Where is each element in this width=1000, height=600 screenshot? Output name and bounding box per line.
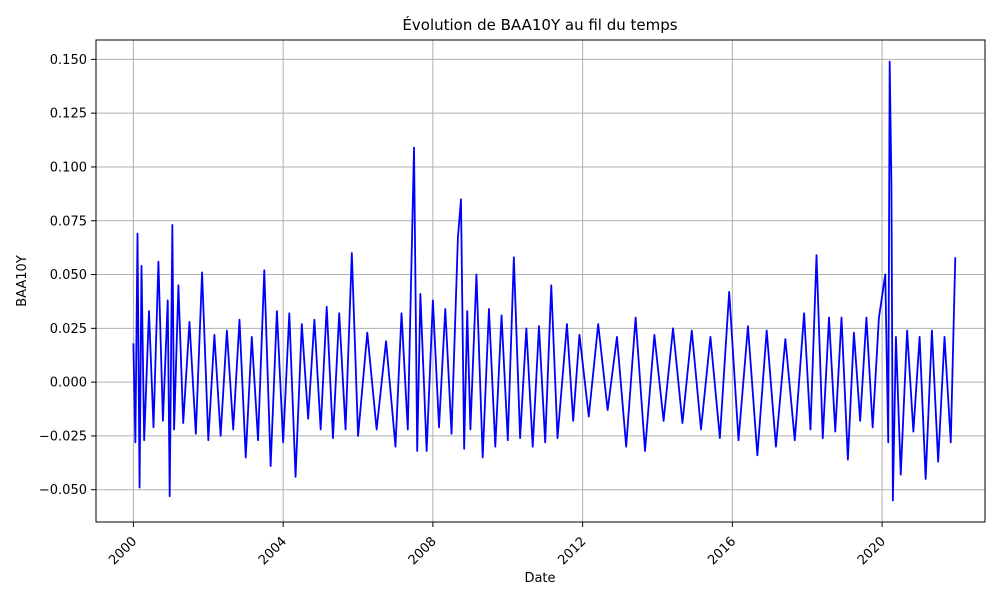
y-tick-label: 0.000 <box>50 376 87 391</box>
grid <box>96 40 985 522</box>
y-tick-label: 0.150 <box>50 53 87 68</box>
plot-frame <box>95 39 986 523</box>
y-tick-label: 0.025 <box>50 322 87 337</box>
y-tick-label: 0.125 <box>50 107 87 122</box>
y-tick-label: 0.075 <box>50 214 87 229</box>
y-tick-label: 0.100 <box>50 160 87 175</box>
series-group <box>132 60 957 502</box>
chart-title: Évolution de BAA10Y au fil du temps <box>402 15 677 34</box>
x-axis-label: Date <box>524 571 555 586</box>
y-tick-label: 0.050 <box>50 268 87 283</box>
y-axis: −0.050 −0.025 0.000 0.025 0.050 0.075 0.100 0.1… <box>39 53 96 498</box>
y-tick-label: −0.025 <box>39 429 87 444</box>
y-axis-label: BAA10Y <box>15 255 30 307</box>
y-tick-label: −0.050 <box>39 483 87 498</box>
series-line <box>132 60 957 502</box>
